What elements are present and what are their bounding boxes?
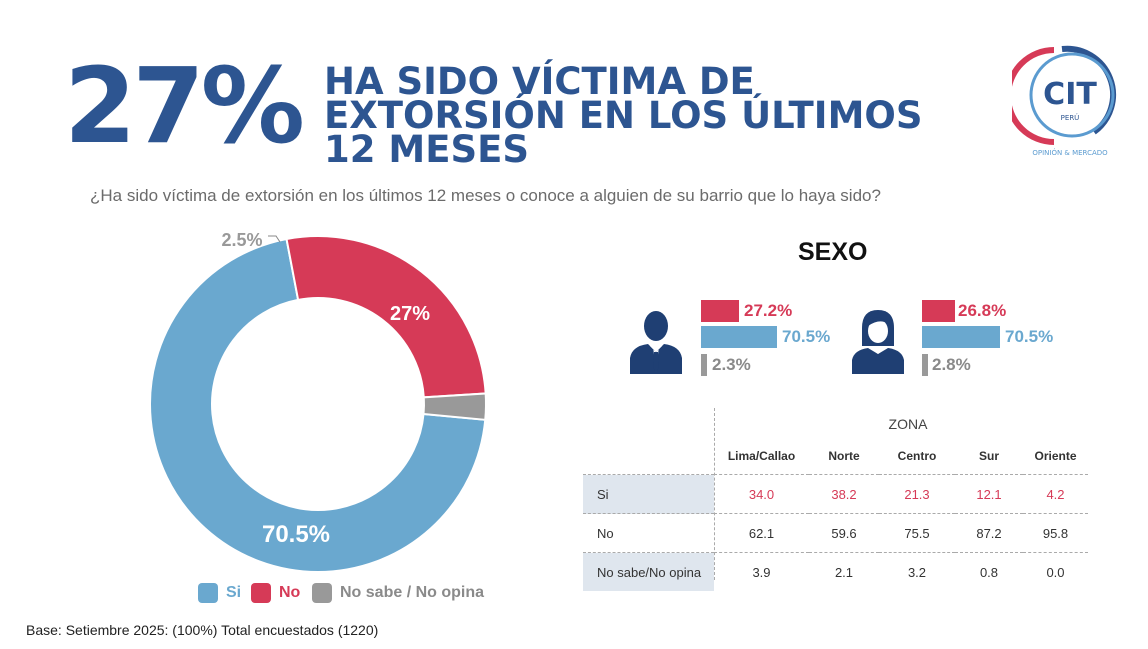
legend-item-ns: No sabe / No opina <box>312 583 484 603</box>
table-cell: 2.1 <box>834 564 854 580</box>
row-label-ns: No sabe/No opina <box>583 552 714 591</box>
table-cell: 59.6 <box>831 525 857 541</box>
column-header-sur: Sur <box>978 449 999 463</box>
row-label-si: Si <box>583 474 714 514</box>
donut-label-ns: 2.5% <box>221 230 262 250</box>
logo-tagline: OPINIÓN & MERCADO <box>1032 148 1108 157</box>
logo-wordmark: CIT <box>1043 77 1097 112</box>
table-cell: 12.1 <box>976 486 1002 502</box>
female-bar-no <box>922 326 1000 348</box>
woman-icon <box>852 310 904 374</box>
table-row: Si 34.0 38.2 21.3 12.1 4.2 <box>583 474 1088 514</box>
legend-label-no: No <box>279 584 301 601</box>
table-row: No 62.1 59.6 75.5 87.2 95.8 <box>583 514 1088 553</box>
logo-country: PERÚ <box>1061 113 1080 122</box>
donut-slice-si <box>149 237 487 573</box>
male-bar-no <box>701 326 777 348</box>
sexo-title: SEXO <box>798 238 868 266</box>
column-header-norte: Norte <box>828 449 860 463</box>
male-label-ns: 2.3% <box>712 355 751 374</box>
table-cell: 3.9 <box>752 564 771 580</box>
donut-slice-no <box>285 235 487 399</box>
table-cell: 21.3 <box>904 486 930 502</box>
legend-swatch-ns <box>312 583 332 603</box>
female-bar-ns <box>922 354 928 376</box>
zona-title: ZONA <box>888 416 928 432</box>
man-icon <box>630 311 682 374</box>
column-header-oriente: Oriente <box>1034 449 1077 463</box>
donut-label-si: 70.5% <box>262 521 330 548</box>
legend-label-si: Si <box>226 584 242 601</box>
headline-title-line-3: 12 MESES <box>324 128 530 171</box>
callout-line <box>268 235 281 243</box>
table-header-empty <box>583 438 714 475</box>
female-bar-si <box>922 300 955 322</box>
legend-swatch-no <box>251 583 271 603</box>
table-cell: 3.2 <box>907 564 927 580</box>
male-bar-si <box>701 300 739 322</box>
table-cell: 0.8 <box>979 564 999 580</box>
table-cell: 4.2 <box>1046 486 1065 502</box>
table-divider <box>714 408 715 580</box>
row-label-no: No <box>597 525 614 541</box>
table-row: No sabe/No opina 3.9 2.1 3.2 0.8 0.0 <box>583 552 1088 591</box>
donut-slice-ns <box>422 392 487 421</box>
legend-label-ns: No sabe / No opina <box>340 584 485 601</box>
female-label-si: 26.8% <box>958 301 1007 320</box>
table-cell: 0.0 <box>1046 564 1065 580</box>
donut-label-no: 27% <box>390 303 430 325</box>
table-cell: 75.5 <box>904 525 930 541</box>
donut-chart: 70.5% 27% 2.5% <box>149 230 487 573</box>
headline-title-line-2: EXTORSIÓN EN LOS ÚLTIMOS <box>324 94 923 137</box>
male-label-si: 27.2% <box>744 301 793 320</box>
column-header-lima: Lima/Callao <box>727 449 796 463</box>
male-label-no: 70.5% <box>782 327 831 346</box>
female-label-ns: 2.8% <box>932 355 971 374</box>
cit-logo: CIT PERÚ OPINIÓN & MERCADO <box>1005 40 1124 160</box>
survey-question: ¿Ha sido víctima de extorsión en los últ… <box>90 186 881 205</box>
male-bar-ns <box>701 354 707 376</box>
table-cell: 95.8 <box>1042 525 1069 541</box>
base-note: Base: Setiembre 2025: (100%) Total encue… <box>26 622 379 638</box>
table-header-row: Lima/Callao Norte Centro Sur Oriente <box>583 438 1088 475</box>
headline-title-line-1: HA SIDO VÍCTIMA DE <box>324 60 755 103</box>
headline-percentage: 27% <box>64 45 305 167</box>
table-cell: 87.2 <box>976 525 1002 541</box>
table-cell: 34.0 <box>748 486 775 502</box>
female-label-no: 70.5% <box>1005 327 1054 346</box>
table-cell: 38.2 <box>831 486 857 502</box>
legend-swatch-si <box>198 583 218 603</box>
legend-item-si: Si <box>198 583 241 603</box>
legend-item-no: No <box>251 583 300 603</box>
column-header-centro: Centro <box>897 449 937 463</box>
table-cell: 62.1 <box>748 525 775 541</box>
zona-table: Lima/Callao Norte Centro Sur Oriente Si … <box>583 438 1088 591</box>
